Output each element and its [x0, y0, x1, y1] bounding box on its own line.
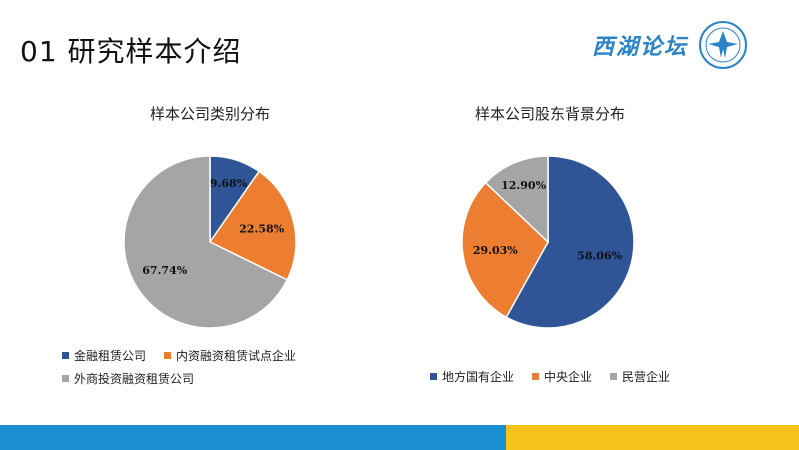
footer-bar-blue	[0, 425, 506, 450]
pie-0-slice-1	[208, 170, 297, 281]
chart-2-legend: 地方国有企业 中央企业 民营企业	[430, 368, 730, 385]
legend-label: 中央企业	[544, 370, 593, 384]
legend-label: 外商投资融资租赁公司	[74, 372, 195, 386]
logo-seal-icon	[699, 21, 748, 69]
chart-1-legend: 金融租赁公司 内资融资租赁试点企业外商投资融资租赁公司	[62, 347, 362, 387]
legend-swatch	[430, 373, 437, 380]
pie-1-slice-2	[484, 155, 549, 244]
logo-text: 西湖论坛	[592, 34, 689, 60]
legend-swatch	[62, 352, 69, 359]
pie-chart-company-type: 9.68% 22.58% 67.74%	[123, 155, 297, 329]
pie-1-slice-1	[461, 181, 549, 319]
footer-bar-yellow	[506, 425, 799, 450]
pie-1-data-label-2: 12.90%	[501, 179, 546, 192]
legend-label: 民营企业	[622, 370, 671, 384]
legend-label: 金融租赁公司	[74, 349, 147, 363]
page-title: 01 研究样本介绍	[20, 35, 242, 68]
legend-item-1-2: 民营企业	[610, 368, 670, 385]
pie-chart-shareholder-background: 58.06% 29.03% 12.90%	[461, 155, 635, 329]
pie-1-data-label-0: 58.06%	[577, 249, 622, 262]
legend-item-0-2: 外商投资融资租赁公司	[62, 370, 194, 387]
legend-item-1-1: 中央企业	[532, 368, 592, 385]
pie-0-data-label-2: 67.74%	[142, 264, 187, 277]
pie-0-data-label-1: 22.58%	[239, 223, 284, 236]
xihu-forum-logo: 西湖论坛	[592, 16, 782, 74]
legend-swatch	[610, 373, 618, 380]
legend-swatch	[532, 373, 540, 380]
legend-item-1-0: 地方国有企业	[430, 368, 514, 385]
legend-swatch	[62, 375, 69, 382]
legend-item-0-0: 金融租赁公司	[62, 347, 146, 364]
legend-item-0-1: 内资融资租赁试点企业	[164, 347, 296, 364]
legend-label: 内资融资租赁试点企业	[176, 349, 297, 363]
pie-1-data-label-1: 29.03%	[473, 244, 518, 257]
pie-0-slice-2	[123, 155, 289, 329]
legend-swatch	[164, 352, 172, 359]
pie-1-slice-0	[505, 155, 635, 329]
chart-1-title: 样本公司类别分布	[149, 105, 270, 123]
pie-0-data-label-0: 9.68%	[210, 177, 248, 190]
legend-label: 地方国有企业	[442, 370, 515, 384]
chart-2-title: 样本公司股东背景分布	[474, 105, 625, 123]
